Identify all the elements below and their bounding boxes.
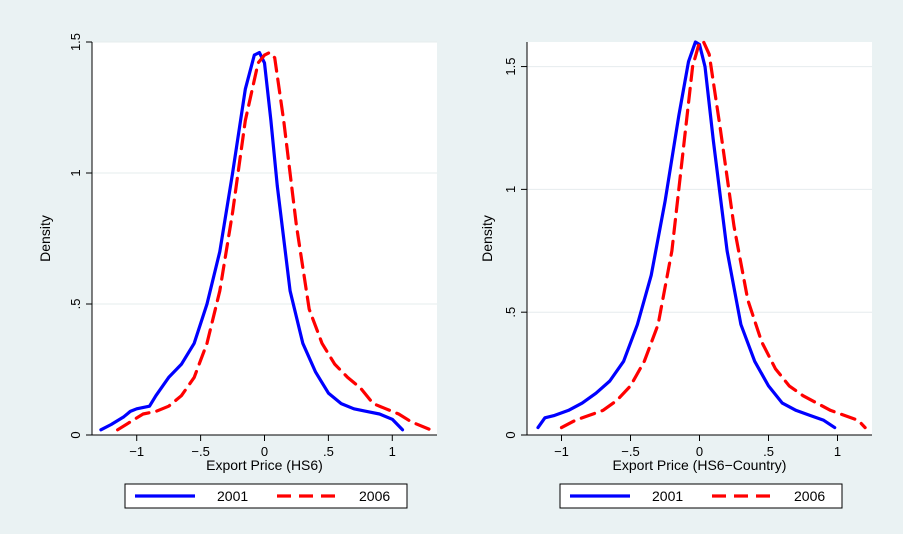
legend-label-2006: 2006 [359, 488, 390, 504]
x-tick-label-1: −.5 [621, 444, 639, 459]
y-tick-label-0: 0 [503, 431, 518, 438]
legend: 2001 2006 [559, 483, 843, 509]
y-tick-label-3: 1.5 [68, 33, 83, 51]
y-tick-label-0: 0 [68, 431, 83, 438]
x-tick-label-0: −1 [554, 444, 569, 459]
left-chart-panel: 0 .5 1 1.5 −1 −.5 0 .5 1 Export Price (HS6) Densit… [32, 18, 444, 509]
legend: 2001 2006 [124, 483, 408, 509]
x-tick-label-1: −.5 [191, 444, 209, 459]
density-line-2001 [99, 50, 405, 432]
x-tick-label-2: 0 [261, 444, 268, 459]
y-tick-label-2: 1 [503, 186, 518, 193]
plot-area [527, 42, 872, 435]
y-tick-label-3: 1.5 [503, 58, 518, 76]
legend-label-2001: 2001 [652, 488, 683, 504]
x-tick-label-0: −1 [129, 444, 144, 459]
y-tick-label-2: 1 [68, 169, 83, 176]
plot-area [92, 42, 437, 435]
y-axis-title: Density [37, 215, 53, 262]
x-axis-title: Export Price (HS6) [206, 457, 323, 473]
density-line-2006 [116, 50, 433, 432]
x-axis-title: Export Price (HS6−Country) [613, 457, 787, 473]
y-tick-label-1: .5 [68, 299, 83, 310]
legend-label-2001: 2001 [217, 488, 248, 504]
right-chart-panel: 0 .5 1 1.5 −1 −.5 0 .5 1 Export Price (HS6−Countr… [475, 18, 887, 509]
density-line-2006 [559, 40, 867, 430]
x-tick-label-3: .5 [323, 444, 334, 459]
x-tick-label-3: .5 [763, 444, 774, 459]
density-line-2001 [536, 40, 837, 430]
legend-label-2006: 2006 [794, 488, 825, 504]
y-tick-label-1: .5 [503, 307, 518, 318]
x-tick-label-4: 1 [389, 444, 396, 459]
y-axis-title: Density [479, 215, 495, 262]
x-tick-label-4: 1 [834, 444, 841, 459]
x-tick-label-2: 0 [696, 444, 703, 459]
